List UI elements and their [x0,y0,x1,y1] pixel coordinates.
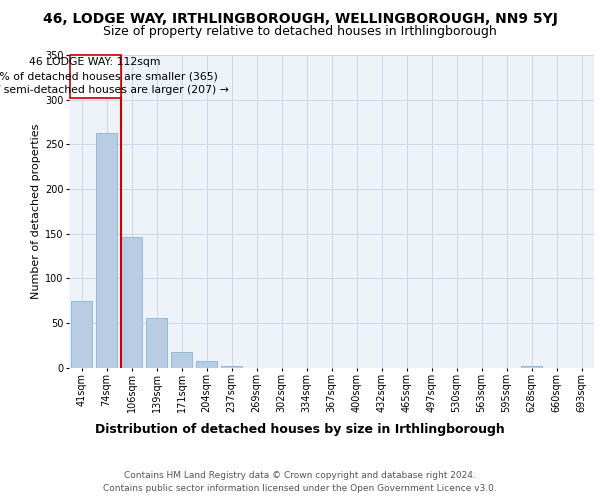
Text: 46, LODGE WAY, IRTHLINGBOROUGH, WELLINGBOROUGH, NN9 5YJ: 46, LODGE WAY, IRTHLINGBOROUGH, WELLINGB… [43,12,557,26]
Text: Contains public sector information licensed under the Open Government Licence v3: Contains public sector information licen… [103,484,497,493]
Y-axis label: Number of detached properties: Number of detached properties [31,124,41,299]
Bar [96,132,117,368]
Bar [146,318,167,368]
Text: Contains HM Land Registry data © Crown copyright and database right 2024.: Contains HM Land Registry data © Crown c… [124,471,476,480]
Text: Distribution of detached houses by size in Irthlingborough: Distribution of detached houses by size … [95,422,505,436]
FancyBboxPatch shape [70,55,121,98]
Bar [221,366,242,368]
Bar [196,361,217,368]
Bar [121,237,142,368]
Text: 46 LODGE WAY: 112sqm
← 64% of detached houses are smaller (365)
36% of semi-deta: 46 LODGE WAY: 112sqm ← 64% of detached h… [0,58,229,96]
Bar [71,300,92,368]
Text: Size of property relative to detached houses in Irthlingborough: Size of property relative to detached ho… [103,25,497,38]
Bar [171,352,192,368]
Bar [521,366,542,368]
